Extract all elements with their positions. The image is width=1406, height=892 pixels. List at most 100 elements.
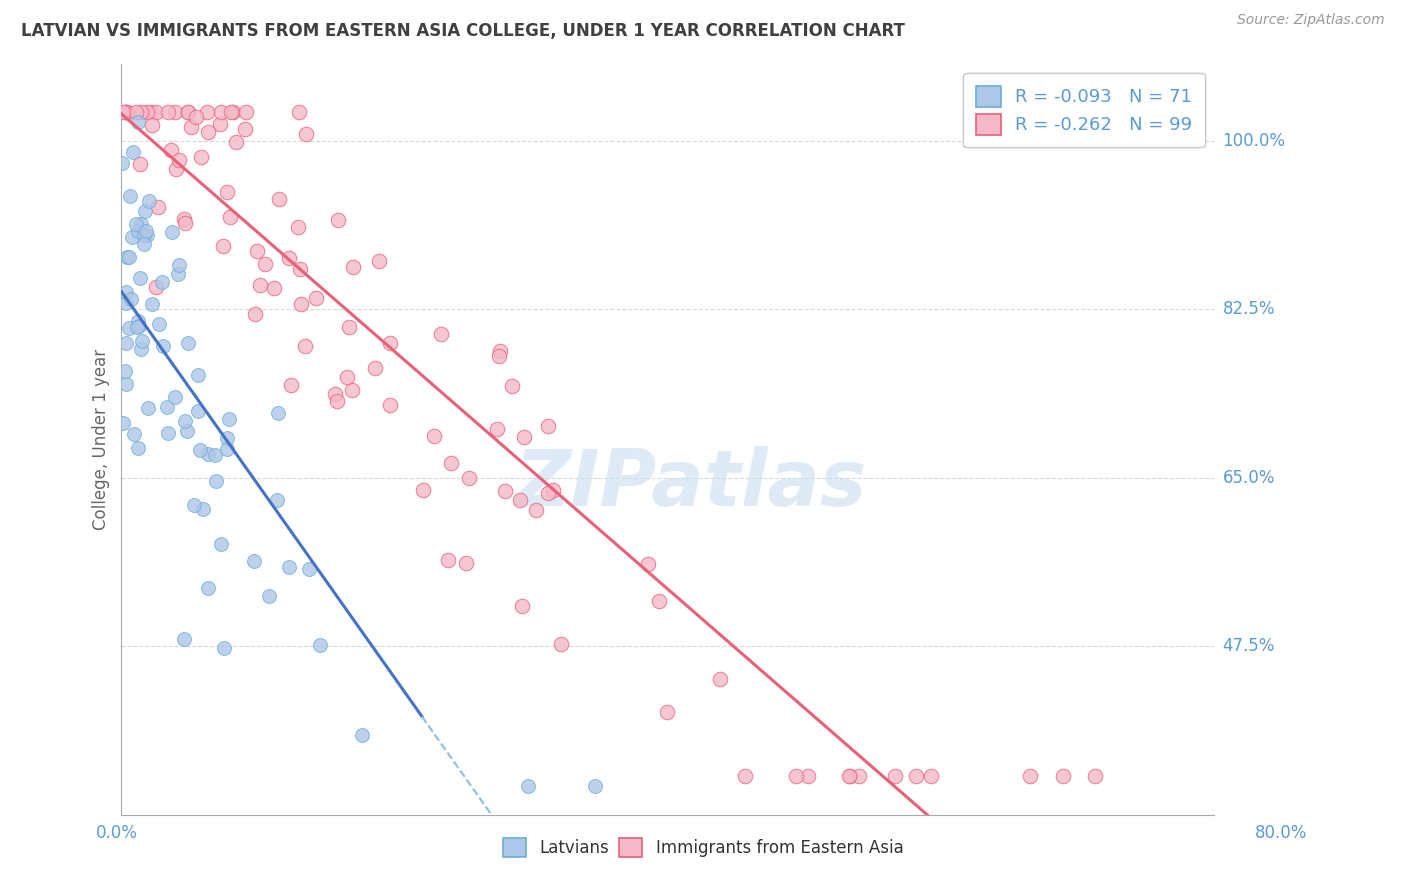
Point bbox=[218, 210, 240, 224]
Point bbox=[180, 120, 202, 135]
Point bbox=[188, 442, 211, 457]
Point bbox=[246, 244, 269, 258]
Point bbox=[173, 414, 195, 428]
Point bbox=[797, 769, 820, 783]
Point bbox=[225, 135, 247, 149]
Point bbox=[135, 224, 157, 238]
Point bbox=[115, 105, 138, 120]
Point bbox=[263, 280, 285, 294]
Point bbox=[152, 339, 174, 353]
Point bbox=[336, 370, 359, 384]
Point bbox=[134, 227, 156, 242]
Point bbox=[905, 769, 928, 783]
Point bbox=[287, 219, 309, 234]
Point bbox=[162, 226, 184, 240]
Point bbox=[197, 447, 219, 461]
Point bbox=[235, 105, 257, 120]
Point bbox=[368, 253, 391, 268]
Point bbox=[280, 377, 302, 392]
Point bbox=[308, 639, 330, 653]
Point bbox=[176, 424, 198, 438]
Point bbox=[115, 377, 138, 392]
Point bbox=[114, 364, 136, 378]
Point bbox=[163, 390, 186, 404]
Point bbox=[115, 105, 138, 120]
Point bbox=[785, 769, 807, 783]
Point bbox=[423, 428, 446, 442]
Point bbox=[249, 277, 271, 292]
Point bbox=[156, 105, 179, 120]
Point bbox=[305, 291, 328, 305]
Point bbox=[131, 334, 153, 348]
Point bbox=[115, 105, 138, 120]
Point bbox=[115, 250, 138, 264]
Text: 100.0%: 100.0% bbox=[1223, 132, 1285, 150]
Point bbox=[138, 194, 160, 209]
Point bbox=[436, 553, 458, 567]
Point bbox=[169, 258, 191, 272]
Point bbox=[122, 145, 145, 160]
Point bbox=[197, 105, 219, 120]
Point bbox=[160, 143, 183, 157]
Point bbox=[486, 422, 509, 436]
Point bbox=[157, 425, 180, 440]
Point bbox=[440, 456, 463, 470]
Point bbox=[287, 105, 309, 120]
Point bbox=[537, 486, 560, 500]
Point bbox=[218, 411, 240, 425]
Point bbox=[509, 492, 531, 507]
Point bbox=[128, 156, 150, 170]
Point bbox=[513, 430, 536, 444]
Point bbox=[156, 400, 179, 414]
Point bbox=[222, 105, 245, 120]
Point bbox=[378, 398, 401, 412]
Point bbox=[517, 779, 540, 793]
Point bbox=[734, 769, 756, 783]
Point bbox=[177, 105, 200, 120]
Point bbox=[494, 484, 516, 499]
Point bbox=[458, 471, 481, 485]
Text: ZIPatlas: ZIPatlas bbox=[513, 446, 866, 523]
Point bbox=[340, 383, 363, 397]
Point bbox=[127, 441, 149, 455]
Point bbox=[290, 297, 312, 311]
Point bbox=[489, 344, 512, 359]
Point bbox=[145, 279, 167, 293]
Point bbox=[112, 105, 135, 120]
Point bbox=[111, 156, 134, 170]
Point bbox=[352, 728, 374, 742]
Point bbox=[215, 431, 238, 445]
Point bbox=[510, 599, 533, 613]
Point bbox=[488, 349, 510, 363]
Point bbox=[838, 769, 860, 783]
Point bbox=[267, 406, 290, 420]
Point bbox=[294, 338, 316, 352]
Point bbox=[165, 161, 187, 176]
Point bbox=[186, 110, 208, 124]
Point bbox=[269, 192, 291, 206]
Point bbox=[177, 335, 200, 350]
Point bbox=[190, 150, 212, 164]
Point bbox=[204, 448, 226, 462]
Point bbox=[174, 217, 197, 231]
Point bbox=[637, 557, 659, 571]
Point bbox=[211, 239, 233, 253]
Point bbox=[215, 442, 238, 457]
Point bbox=[136, 105, 159, 120]
Point bbox=[1084, 769, 1107, 783]
Point bbox=[187, 404, 209, 418]
Point bbox=[215, 186, 238, 200]
Point bbox=[243, 554, 266, 568]
Point bbox=[278, 560, 301, 574]
Point bbox=[920, 769, 942, 783]
Point bbox=[456, 556, 478, 570]
Point bbox=[125, 320, 148, 334]
Point bbox=[136, 401, 159, 416]
Point bbox=[173, 632, 195, 647]
Point bbox=[430, 326, 453, 341]
Point bbox=[541, 483, 564, 497]
Point bbox=[209, 105, 232, 120]
Point bbox=[219, 105, 242, 120]
Point bbox=[141, 118, 163, 132]
Point bbox=[337, 319, 360, 334]
